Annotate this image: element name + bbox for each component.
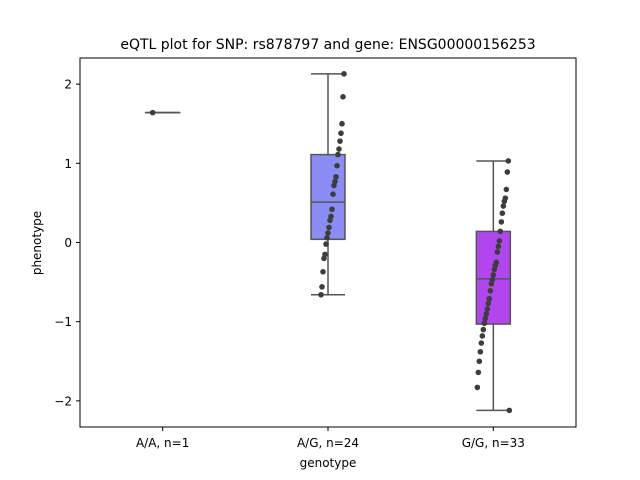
data-point (504, 169, 511, 175)
data-point (488, 280, 495, 287)
data-point (337, 138, 343, 144)
data-point (483, 310, 490, 317)
x-tick-label: A/G, n=24 (297, 436, 359, 450)
data-point (323, 241, 329, 247)
box-2 (310, 73, 346, 296)
data-point (327, 217, 333, 224)
chart-title: eQTL plot for SNP: rs878797 and gene: EN… (120, 37, 535, 53)
y-tick-label: −2 (54, 394, 72, 408)
y-tick-label: 0 (64, 236, 72, 250)
data-point (339, 120, 345, 127)
data-point (319, 284, 325, 290)
y-axis-label: phenotype (30, 211, 44, 275)
data-point (497, 228, 504, 235)
data-point (338, 130, 344, 137)
points-layer (149, 71, 513, 414)
data-point (477, 348, 484, 355)
data-point (506, 407, 513, 414)
data-point (503, 186, 510, 193)
data-point (496, 238, 503, 244)
data-point (495, 243, 502, 250)
data-point (324, 234, 330, 241)
data-point (478, 340, 485, 346)
data-point (484, 306, 491, 312)
data-point (320, 268, 326, 275)
boxes-layer (144, 73, 512, 412)
data-point (149, 109, 156, 116)
plot-frame (79, 57, 577, 428)
data-point (486, 295, 493, 302)
data-point (336, 146, 342, 152)
data-point (479, 333, 486, 339)
data-point (326, 224, 332, 231)
data-point (505, 158, 512, 164)
data-point (491, 266, 498, 273)
data-point (487, 288, 494, 294)
data-point (480, 326, 487, 333)
y-tick-label: 2 (64, 78, 72, 92)
data-point (498, 219, 505, 225)
x-tick-label: G/G, n=33 (462, 436, 525, 450)
data-point (335, 151, 341, 158)
data-point (474, 384, 481, 391)
data-point (318, 291, 324, 298)
data-point (490, 272, 497, 278)
data-point (501, 198, 508, 205)
data-point (341, 71, 347, 77)
data-point (334, 162, 340, 169)
x-axis-label: genotype (300, 456, 357, 470)
data-point (499, 210, 506, 217)
data-point (482, 315, 489, 322)
data-point (500, 203, 507, 209)
data-point (325, 230, 331, 236)
data-point (330, 191, 336, 197)
y-tick-label: −1 (54, 315, 72, 329)
data-point (333, 173, 339, 180)
data-point (475, 369, 482, 376)
data-point (481, 320, 488, 327)
data-point (340, 94, 346, 100)
axes-layer: −2 −1 0 1 2 A/A, n=1 A/G, n=24 G/G, n=33 (54, 78, 525, 450)
y-tick-label: 1 (64, 157, 72, 171)
data-point (485, 300, 492, 307)
data-point (331, 182, 337, 189)
x-tick-label: A/A, n=1 (136, 436, 189, 450)
data-point (321, 255, 327, 262)
data-point (494, 249, 501, 255)
data-point (476, 358, 483, 365)
data-point (329, 206, 335, 213)
